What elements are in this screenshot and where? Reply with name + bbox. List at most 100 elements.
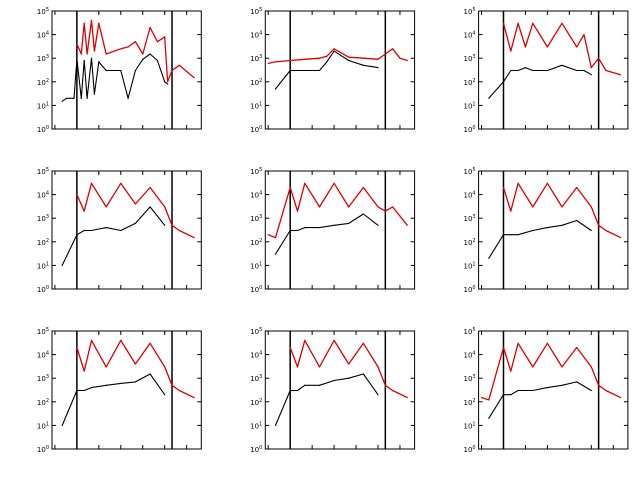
series-lld-point xyxy=(619,397,622,399)
series-lld-point xyxy=(517,342,519,344)
series-events-point xyxy=(76,234,78,236)
series-events-point xyxy=(590,389,592,392)
series-events-point xyxy=(86,97,88,99)
series-lld-point xyxy=(134,203,137,205)
series-lld-point xyxy=(326,55,328,57)
series-lld-point xyxy=(480,397,483,399)
series-events-point xyxy=(576,69,578,72)
y-tick-label: 104 xyxy=(463,351,475,360)
y-tick-label: 103 xyxy=(250,374,262,383)
series-lld-point xyxy=(90,19,93,21)
y-tick-label: 102 xyxy=(37,398,49,407)
series-lld-line xyxy=(502,22,621,76)
y-tick-label: 103 xyxy=(250,54,262,63)
series-lld-point xyxy=(149,342,151,344)
y-tick-label: 105 xyxy=(250,7,262,16)
series-events-point xyxy=(590,74,592,76)
series-events-point xyxy=(576,219,578,222)
series-lld-point xyxy=(193,77,195,79)
series-events-point xyxy=(105,384,107,386)
y-tick-label: 103 xyxy=(250,214,262,223)
series-events-point xyxy=(296,229,299,232)
series-events-point xyxy=(348,377,350,379)
y-tick-label: 105 xyxy=(37,7,49,16)
series-events-point xyxy=(105,226,107,229)
series-lld-point xyxy=(590,366,592,368)
series-events-point xyxy=(576,381,578,383)
series-lld-point xyxy=(80,53,82,55)
series-lld-point xyxy=(348,56,350,58)
y-tick-label: 104 xyxy=(463,31,475,40)
series-lld-point xyxy=(76,194,78,196)
y-tick-label: 104 xyxy=(37,351,49,360)
series-events-point xyxy=(502,81,505,83)
series-lld-point xyxy=(576,46,578,48)
panel-det-9: 100 101 102 103 104 105 xyxy=(463,327,629,454)
y-tick-label: 100 xyxy=(463,125,475,134)
series-lld-point xyxy=(598,384,600,386)
y-tick-label: 101 xyxy=(250,421,262,430)
series-events-point xyxy=(134,69,137,72)
series-events-point xyxy=(127,97,129,99)
series-lld-point xyxy=(156,41,158,43)
y-tick-label: 104 xyxy=(250,191,262,200)
series-lld-line xyxy=(268,48,408,65)
series-lld-point xyxy=(392,48,394,50)
series-lld-line xyxy=(76,339,195,399)
series-events-point xyxy=(318,226,321,229)
series-lld-point xyxy=(384,384,386,386)
series-events-point xyxy=(105,69,107,72)
series-events-point xyxy=(93,93,96,95)
series-events-point xyxy=(289,69,291,72)
series-events-point xyxy=(304,69,306,72)
series-events-point xyxy=(120,69,122,72)
series-lld-point xyxy=(532,206,534,208)
series-lld-point xyxy=(362,186,364,189)
series-lld-point xyxy=(76,43,78,45)
panel-det-7: 100 101 102 103 104 105 xyxy=(37,327,202,454)
series-lld-point xyxy=(178,229,180,232)
series-lld-point xyxy=(171,384,173,386)
series-events-point xyxy=(66,97,68,99)
y-tick-label: 101 xyxy=(37,101,49,110)
y-tick-label: 101 xyxy=(37,261,49,270)
series-events-point xyxy=(362,213,364,215)
series-lld-point xyxy=(76,346,78,349)
series-events-point xyxy=(83,389,85,392)
panel-det-3: 100 101 102 103 104 105 xyxy=(463,7,629,134)
series-lld-point xyxy=(333,48,335,50)
series-lld-point xyxy=(134,41,137,43)
y-tick-label: 100 xyxy=(37,445,49,454)
y-tick-label: 103 xyxy=(37,374,49,383)
y-tick-label: 104 xyxy=(250,31,262,40)
y-tick-label: 105 xyxy=(250,327,262,336)
panel-det-2: 100 101 102 103 104 105 xyxy=(250,7,416,134)
series-lld-point xyxy=(561,206,563,208)
series-lld-point xyxy=(93,50,96,52)
series-lld-point xyxy=(333,182,335,184)
series-lld-point xyxy=(83,210,85,212)
series-events-point xyxy=(98,61,100,63)
series-events-point xyxy=(83,229,85,232)
series-events-point xyxy=(377,394,379,396)
series-lld-point xyxy=(377,206,379,208)
series-lld-point xyxy=(193,397,195,399)
series-events-point xyxy=(149,53,151,55)
series-lld-point xyxy=(105,366,107,368)
y-tick-label: 100 xyxy=(37,285,49,294)
series-events-point xyxy=(164,224,166,226)
series-events-point xyxy=(517,234,519,236)
y-tick-label: 100 xyxy=(463,285,475,294)
series-events-point xyxy=(510,234,512,236)
plot-frame xyxy=(264,330,416,450)
y-tick-label: 105 xyxy=(37,167,49,176)
series-lld-point xyxy=(583,34,585,36)
series-lld-point xyxy=(619,237,622,239)
y-tick-label: 105 xyxy=(37,327,49,336)
y-tick-label: 103 xyxy=(463,54,475,63)
series-lld-point xyxy=(267,62,269,65)
series-events-point xyxy=(546,226,548,229)
panel-det-4: 100 101 102 103 104 105 xyxy=(37,167,202,294)
series-lld-point xyxy=(384,210,386,212)
series-lld-point xyxy=(304,339,306,341)
